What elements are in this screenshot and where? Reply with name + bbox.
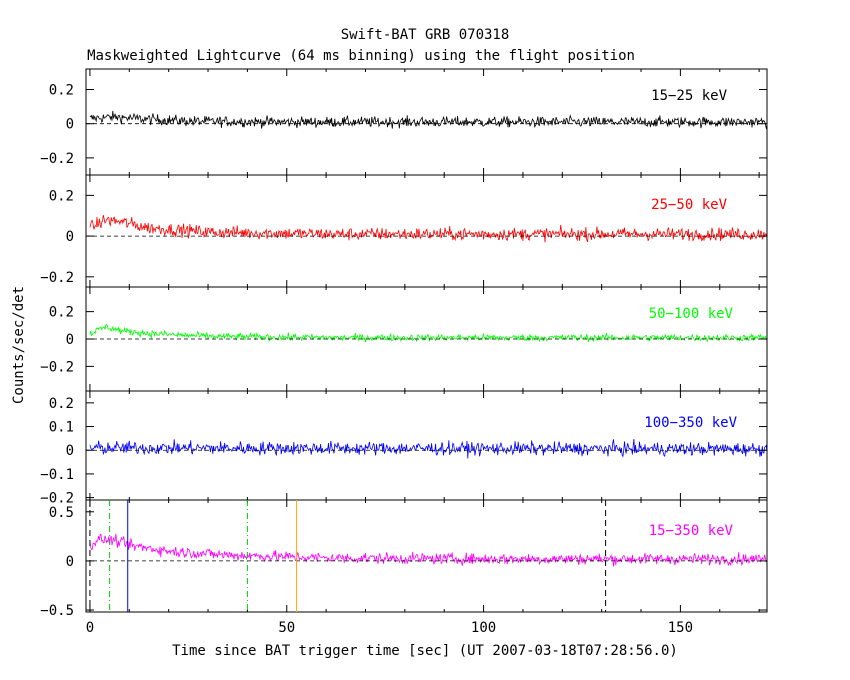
series-line-2 <box>89 323 768 343</box>
y-tick-label-0-0: −0.2 <box>40 151 74 167</box>
panel-4: −0.5 0 0.5 15−350 keV 0 50 100 150 <box>40 499 768 636</box>
panel-frame-2 <box>85 286 768 392</box>
x-axis-label: Time since BAT trigger time [sec] (UT 20… <box>172 643 678 659</box>
series-line-1 <box>89 215 768 243</box>
x-tick-label-0: 0 <box>86 620 94 636</box>
panels-group: −0.2 0 0.2 15−25 keV −0.2 0 0.2 25−50 keV −0.2 0 0… <box>40 68 768 636</box>
y-tick-label-4-1: 0 <box>66 554 74 570</box>
y-tick-label-2-1: 0 <box>66 332 74 348</box>
y-tick-label-1-2: 0.2 <box>49 188 74 204</box>
chart-title: Swift-BAT GRB 070318 <box>341 27 510 43</box>
y-tick-label-1-1: 0 <box>66 229 74 245</box>
panel-0: −0.2 0 0.2 15−25 keV <box>40 68 768 176</box>
series-line-4 <box>89 533 768 567</box>
band-label-4: 15−350 keV <box>649 523 734 539</box>
series-line-3 <box>89 438 768 459</box>
y-tick-label-3-3: 0.1 <box>49 420 74 436</box>
y-tick-label-4-0: −0.5 <box>40 603 74 619</box>
y-axis-label: Counts/sec/det <box>11 286 27 404</box>
band-label-2: 50−100 keV <box>649 306 734 322</box>
panel-2: −0.2 0 0.2 50−100 keV <box>40 286 768 392</box>
x-tick-label-1: 50 <box>278 620 295 636</box>
y-tick-label-3-0: −0.2 <box>40 491 74 507</box>
x-tick-label-3: 150 <box>668 620 693 636</box>
y-tick-label-2-2: 0.2 <box>49 305 74 321</box>
y-tick-label-2-0: −0.2 <box>40 359 74 375</box>
panel-frame-3 <box>85 390 768 501</box>
y-tick-label-4-2: 0.5 <box>49 505 74 521</box>
y-tick-label-3-2: 0 <box>66 443 74 459</box>
y-tick-label-0-1: 0 <box>66 117 74 133</box>
x-tick-label-2: 100 <box>471 620 496 636</box>
y-tick-label-3-1: −0.1 <box>40 467 74 483</box>
series-line-0 <box>89 110 768 130</box>
band-label-1: 25−50 keV <box>651 197 727 213</box>
y-tick-label-1-0: −0.2 <box>40 270 74 286</box>
band-label-0: 15−25 keV <box>651 88 727 104</box>
band-label-3: 100−350 keV <box>644 415 737 431</box>
panel-1: −0.2 0 0.2 25−50 keV <box>40 174 768 288</box>
panel-3: −0.2 −0.1 0 0.1 0.2 100−350 keV <box>40 390 768 507</box>
chart-subtitle: Maskweighted Lightcurve (64 ms binning) … <box>87 48 635 64</box>
y-tick-label-3-4: 0.2 <box>49 396 74 412</box>
panel-frame-4 <box>85 499 768 613</box>
y-tick-label-0-2: 0.2 <box>49 83 74 99</box>
